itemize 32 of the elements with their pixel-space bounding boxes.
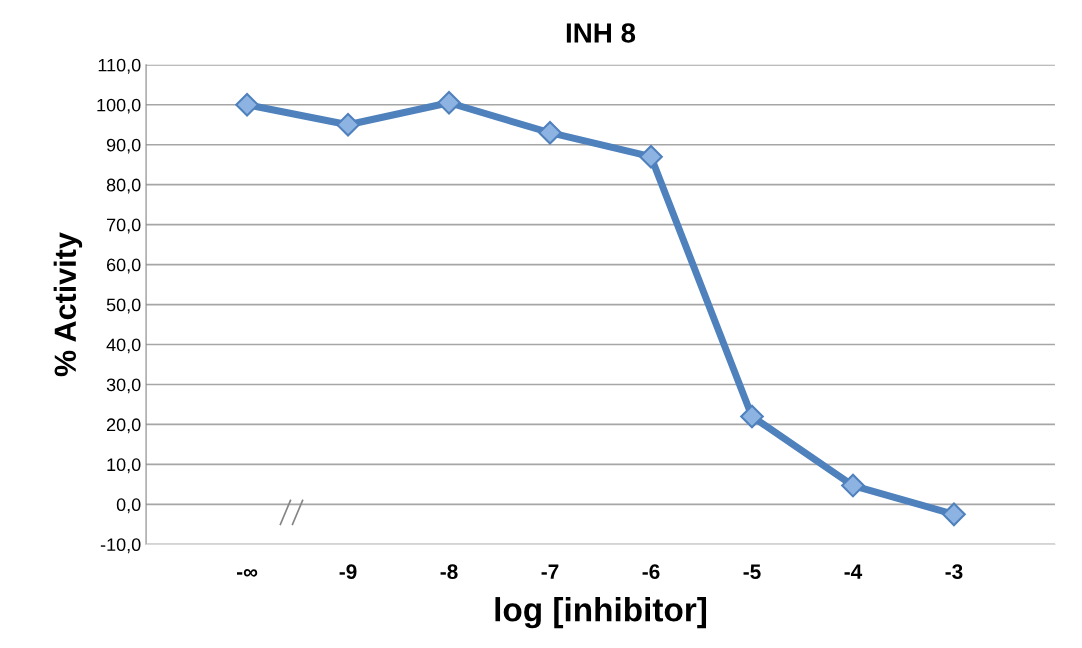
x-tick-label: -4: [844, 564, 863, 579]
point: [942, 502, 966, 527]
x-tick-label: -3: [945, 564, 963, 580]
point: [437, 90, 461, 115]
y-tick-label: 30,0: [106, 378, 141, 394]
y-tick-label: -10,0: [100, 538, 141, 554]
point: [235, 92, 259, 117]
y-tick-label: 110,0: [98, 58, 141, 74]
x-axis-title: log [inhibitor]: [495, 597, 707, 629]
point: [336, 112, 360, 137]
x-tick-label: -9: [339, 564, 357, 580]
point: [740, 404, 764, 429]
y-tick-label: 100,0: [97, 98, 141, 114]
y-tick-label: 90,0: [106, 138, 141, 154]
y-tick-label: 20,0: [106, 418, 141, 434]
x-tick-label: -8: [440, 564, 458, 580]
point: [841, 473, 865, 498]
x-tick-label: -5: [743, 564, 761, 580]
chart-title: INH 8: [566, 23, 636, 43]
y-tick-label: 80,0: [106, 178, 141, 194]
y-tick-label: 50,0: [106, 298, 141, 314]
y-tick-label: 0,0: [116, 498, 141, 514]
point: [538, 120, 562, 145]
y-axis-title: % Activity: [53, 232, 83, 377]
x-tick-label: -7: [541, 564, 559, 579]
point: [639, 144, 663, 169]
y-tick-label: 60,0: [106, 258, 141, 274]
x-tick-label: -∞: [236, 569, 258, 577]
x-tick-label: -6: [642, 564, 660, 580]
y-tick-label: 10,0: [107, 458, 141, 474]
y-tick-label: 70,0: [107, 218, 141, 234]
y-tick-label: 40,0: [106, 338, 141, 354]
